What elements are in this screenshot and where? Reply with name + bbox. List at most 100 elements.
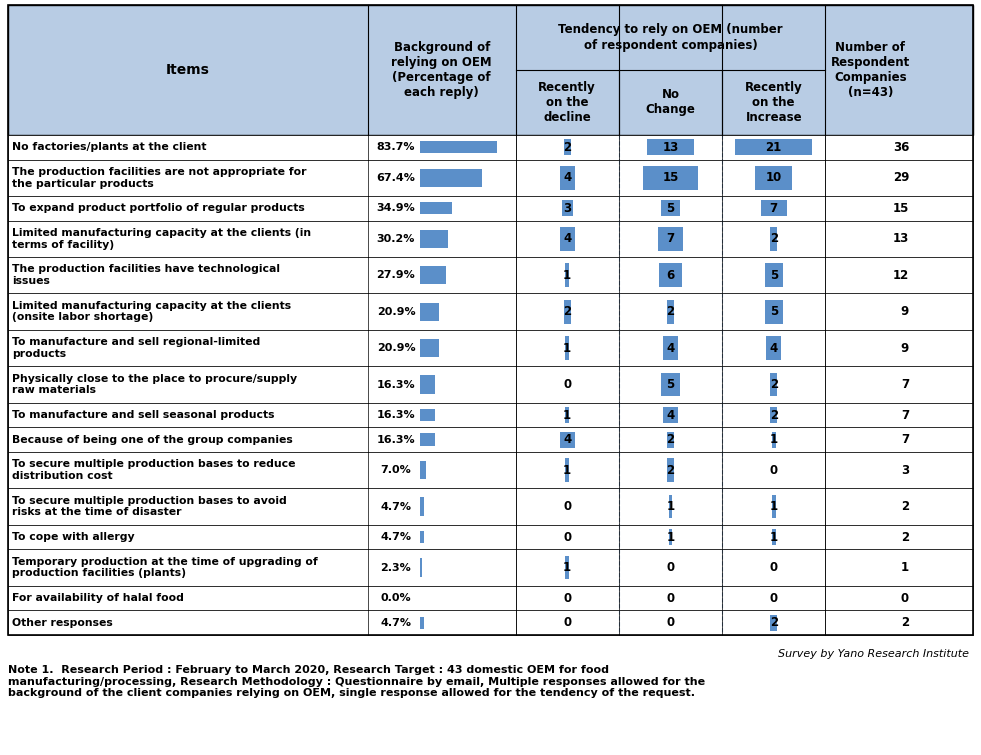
Bar xyxy=(661,200,680,216)
Text: 2: 2 xyxy=(770,616,778,629)
Bar xyxy=(565,556,569,579)
Bar xyxy=(8,452,973,488)
Bar xyxy=(8,488,973,525)
Text: 1: 1 xyxy=(666,531,675,544)
Text: 2: 2 xyxy=(770,408,778,421)
Text: 0: 0 xyxy=(563,378,571,391)
Text: 0.0%: 0.0% xyxy=(381,593,411,603)
Bar xyxy=(8,427,973,452)
Text: 1: 1 xyxy=(770,500,778,513)
Bar xyxy=(8,196,973,220)
Bar xyxy=(8,5,973,635)
Bar xyxy=(8,610,973,635)
Text: 1: 1 xyxy=(901,561,909,574)
Bar xyxy=(562,200,573,216)
Bar xyxy=(661,373,680,396)
Text: 5: 5 xyxy=(770,269,778,282)
Text: 4.7%: 4.7% xyxy=(381,618,411,627)
Text: To secure multiple production bases to reduce
distribution cost: To secure multiple production bases to r… xyxy=(12,459,295,481)
Text: Physically close to the place to procure/supply
raw materials: Physically close to the place to procure… xyxy=(12,374,297,396)
Text: 13: 13 xyxy=(893,233,909,245)
Bar xyxy=(563,300,571,324)
Text: 2: 2 xyxy=(901,500,909,513)
Text: 2: 2 xyxy=(666,433,675,446)
Bar xyxy=(420,339,439,357)
Bar xyxy=(669,495,672,519)
Bar xyxy=(770,227,777,251)
Text: 3: 3 xyxy=(901,464,909,476)
Text: No factories/plants at the client: No factories/plants at the client xyxy=(12,142,206,153)
Text: Tendency to rely on OEM (number
of respondent companies): Tendency to rely on OEM (number of respo… xyxy=(558,23,783,51)
Bar xyxy=(565,263,569,287)
Bar xyxy=(420,531,424,544)
Text: Other responses: Other responses xyxy=(12,618,113,627)
Text: 2: 2 xyxy=(563,305,571,318)
Bar xyxy=(764,263,783,287)
Text: Recently
on the
Increase: Recently on the Increase xyxy=(745,81,802,124)
Text: 0: 0 xyxy=(770,592,778,605)
Text: 2: 2 xyxy=(901,531,909,544)
Text: To manufacture and sell seasonal products: To manufacture and sell seasonal product… xyxy=(12,410,275,420)
Bar xyxy=(657,227,684,251)
Text: 30.2%: 30.2% xyxy=(377,234,415,244)
Text: 9: 9 xyxy=(901,341,909,355)
Bar xyxy=(8,159,973,196)
Text: Temporary production at the time of upgrading of
production facilities (plants): Temporary production at the time of upgr… xyxy=(12,556,318,578)
Text: 1: 1 xyxy=(666,500,675,513)
Text: Limited manufacturing capacity at the clients (in
terms of facility): Limited manufacturing capacity at the cl… xyxy=(12,228,311,250)
Text: 0: 0 xyxy=(770,464,778,476)
Text: 1: 1 xyxy=(563,561,571,574)
Bar xyxy=(764,300,783,324)
Bar xyxy=(772,529,776,545)
Text: 5: 5 xyxy=(666,378,675,391)
Text: 9: 9 xyxy=(901,305,909,318)
Text: 27.9%: 27.9% xyxy=(377,270,415,280)
Bar xyxy=(420,303,439,321)
Text: 2: 2 xyxy=(666,464,675,476)
Text: 36: 36 xyxy=(893,140,909,154)
Text: 7: 7 xyxy=(901,378,909,391)
Bar xyxy=(420,617,424,629)
Text: The production facilities have technological
issues: The production facilities have technolog… xyxy=(12,264,280,286)
Text: Items: Items xyxy=(166,63,210,77)
Bar xyxy=(565,407,569,423)
Bar xyxy=(8,550,973,586)
Text: 1: 1 xyxy=(563,464,571,476)
Bar xyxy=(770,373,777,396)
Bar xyxy=(755,166,793,190)
Bar xyxy=(8,135,973,159)
Text: 4: 4 xyxy=(563,433,571,446)
Text: 0: 0 xyxy=(901,592,909,605)
Text: 2: 2 xyxy=(666,305,675,318)
Bar xyxy=(770,615,777,630)
Bar xyxy=(420,559,422,577)
Text: 0: 0 xyxy=(563,500,571,513)
Text: 5: 5 xyxy=(666,202,675,215)
Text: 4.7%: 4.7% xyxy=(381,532,411,542)
Text: 6: 6 xyxy=(666,269,675,282)
Bar xyxy=(560,432,575,448)
Bar xyxy=(772,495,776,519)
Text: 0: 0 xyxy=(563,592,571,605)
Text: To cope with allergy: To cope with allergy xyxy=(12,532,134,542)
Bar xyxy=(8,402,973,427)
Text: 0: 0 xyxy=(563,616,571,629)
Bar xyxy=(8,220,973,257)
Text: 0: 0 xyxy=(666,592,675,605)
Text: To expand product portfolio of regular products: To expand product portfolio of regular p… xyxy=(12,203,305,214)
Text: 4: 4 xyxy=(666,408,675,421)
Text: Background of
relying on OEM
(Percentage of
each reply): Background of relying on OEM (Percentage… xyxy=(391,41,492,99)
Bar xyxy=(8,330,973,366)
Bar xyxy=(420,267,445,285)
Text: 7: 7 xyxy=(770,202,778,215)
Text: 3: 3 xyxy=(563,202,571,215)
Text: 1: 1 xyxy=(770,531,778,544)
Text: Survey by Yano Research Institute: Survey by Yano Research Institute xyxy=(778,649,969,659)
Text: 2.3%: 2.3% xyxy=(381,562,411,572)
Text: Because of being one of the group companies: Because of being one of the group compan… xyxy=(12,435,292,445)
Text: Limited manufacturing capacity at the clients
(onsite labor shortage): Limited manufacturing capacity at the cl… xyxy=(12,301,291,322)
Bar xyxy=(565,458,569,482)
Text: 1: 1 xyxy=(563,341,571,355)
Bar xyxy=(667,300,674,324)
Text: 4: 4 xyxy=(666,341,675,355)
